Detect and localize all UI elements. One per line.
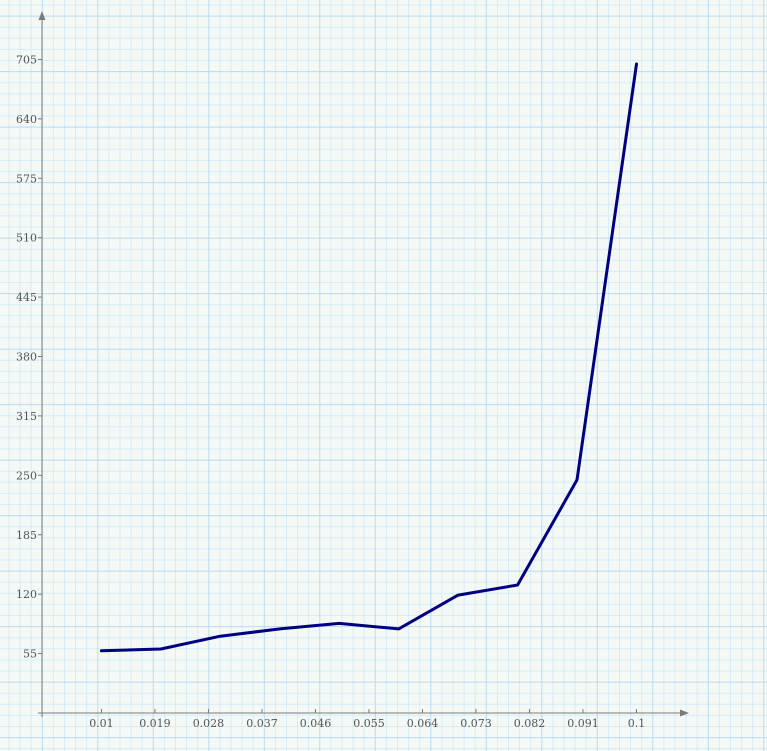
axes [38,11,689,717]
x-tick-label: 0.1 [628,717,646,730]
y-tick-label: 315 [16,410,37,423]
x-tick-label: 0.091 [567,717,599,730]
y-tick-label: 575 [16,172,37,185]
y-tick-label: 55 [23,648,37,661]
y-tick-label: 185 [16,529,37,542]
y-tick-label: 380 [16,351,37,364]
y-tick-label: 705 [16,53,37,66]
x-tick-label: 0.037 [246,717,278,730]
x-ticks: 0.01 0.019 0.028 0.037 0.046 0.055 0.064 0.073 0… [89,709,645,730]
x-tick-label: 0.019 [139,717,171,730]
series-group [99,62,638,653]
series-line [99,62,638,653]
y-tick-label: 250 [16,469,37,482]
x-axis-arrow-icon [680,709,689,717]
y-tick-label: 445 [16,291,37,304]
y-axis-arrow-icon [38,11,46,20]
y-tick-label: 640 [16,113,37,126]
y-tick-label: 510 [16,232,37,245]
y-ticks: 55 120 185 250 315 380 445 510 575 640 705 [16,53,42,661]
x-tick-label: 0.073 [460,717,492,730]
x-tick-label: 0.055 [353,717,385,730]
x-tick-label: 0.064 [407,717,439,730]
x-tick-label: 0.082 [514,717,546,730]
x-tick-label: 0.01 [89,717,114,730]
x-tick-label: 0.046 [300,717,332,730]
x-tick-label: 0.028 [193,717,225,730]
y-tick-label: 120 [16,588,37,601]
